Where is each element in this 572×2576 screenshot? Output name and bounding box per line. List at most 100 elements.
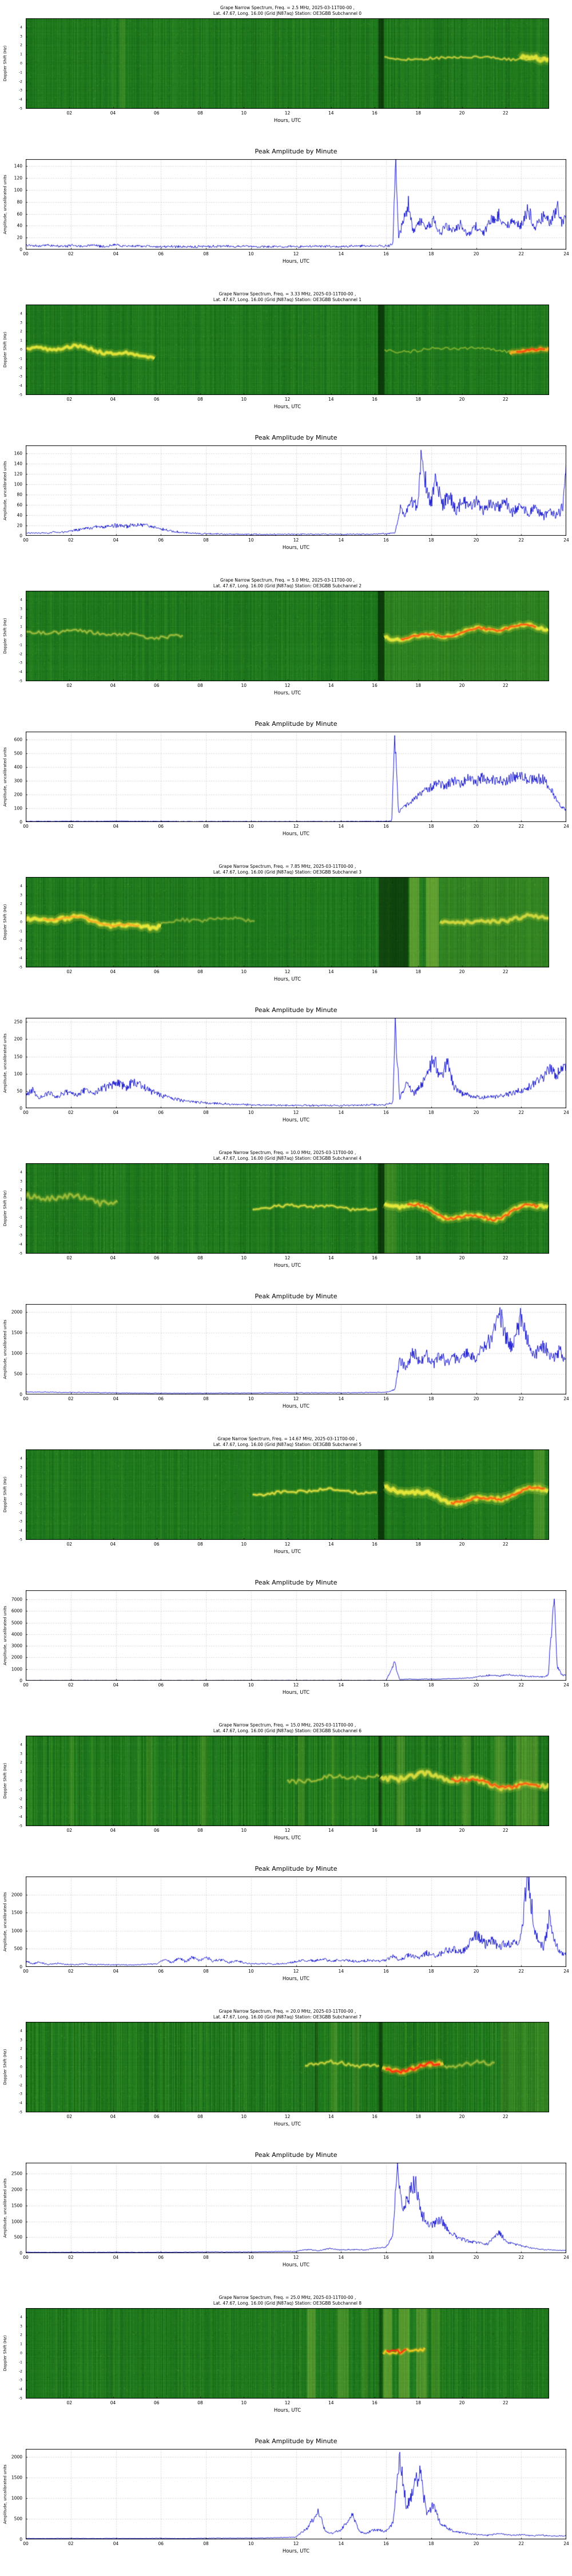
x-tick-label: 16: [372, 969, 378, 974]
y-tick-label: 140: [14, 461, 22, 467]
x-tick-label: 14: [338, 1110, 344, 1115]
y-tick-label: 140: [14, 163, 22, 169]
x-tick-label: 02: [67, 251, 74, 256]
x-tick-label: 16: [372, 1542, 378, 1547]
x-tick-label: 02: [67, 1110, 74, 1115]
y-tick-label: -3: [19, 2378, 22, 2383]
x-tick-label: 00: [23, 2541, 29, 2546]
y-tick-label: -3: [19, 947, 22, 951]
x-tick-label: 08: [197, 1255, 203, 1261]
spectrogram-y-ticks: 4 3 2 1 0 -1 -2 -3 -4 -5: [0, 1736, 24, 1828]
amplitude-x-ticks: 00 02 04 06 08 10 12 14 16 18 20 22 24: [0, 1969, 572, 1976]
y-tick-label: -2: [19, 2369, 22, 2374]
y-tick-label: -5: [19, 1251, 22, 1256]
amplitude-title: Peak Amplitude by Minute: [255, 1293, 337, 1300]
amplitude-x-axis-label: Hours, UTC: [282, 2262, 310, 2268]
amplitude-y-ticks: 0 1000 2000 3000 4000 5000 6000 7000: [0, 1590, 24, 1684]
x-tick-label: 24: [563, 1682, 569, 1688]
amplitude-plot: [26, 159, 566, 250]
x-tick-label: 18: [415, 1255, 422, 1261]
x-tick-label: 12: [284, 969, 291, 974]
x-tick-label: 12: [293, 1396, 299, 1401]
y-tick-label: 500: [14, 2234, 22, 2240]
x-tick-label: 24: [563, 2255, 569, 2260]
y-tick-label: 3: [20, 607, 22, 611]
y-tick-label: 4: [20, 25, 22, 30]
y-tick-label: -5: [19, 2396, 22, 2401]
amplitude-y-ticks: 0 500 1000 1500 2000 2500: [0, 2163, 24, 2256]
x-tick-label: 00: [23, 538, 29, 543]
x-tick-label: 22: [502, 1255, 509, 1261]
x-tick-label: 02: [67, 1396, 74, 1401]
spectrogram-title-line2: Lat. 47.67, Long. 16.00 (Grid JN87aq) St…: [213, 1728, 362, 1733]
spectrogram-x-ticks: 02 04 06 08 10 12 14 16 18 20 22: [0, 1828, 572, 1835]
y-tick-label: -4: [19, 2101, 22, 2105]
y-tick-label: 0: [20, 920, 22, 924]
x-tick-label: 18: [415, 969, 422, 974]
amplitude-y-ticks: 0 50 100 150 200 250: [0, 1018, 24, 1111]
amplitude-title: Peak Amplitude by Minute: [255, 148, 337, 155]
x-tick-label: 14: [338, 251, 344, 256]
amplitude-plot: [26, 1590, 566, 1681]
x-tick-label: 14: [328, 397, 334, 402]
x-tick-label: 12: [284, 110, 291, 116]
y-tick-label: -2: [19, 80, 22, 84]
subchannel-2-spectrogram: Grape Narrow Spectrum, Freq. = 5.0 MHz, …: [0, 572, 572, 716]
spectrogram-x-axis-label: Hours, UTC: [273, 977, 301, 982]
y-tick-label: 500: [14, 1946, 22, 1951]
x-tick-label: 08: [197, 2400, 203, 2405]
x-tick-label: 14: [328, 2400, 334, 2405]
x-tick-label: 20: [459, 397, 465, 402]
y-tick-label: 2: [20, 902, 22, 906]
y-tick-label: 4000: [11, 1631, 22, 1637]
x-tick-label: 24: [563, 1110, 569, 1115]
x-tick-label: 14: [338, 2255, 344, 2260]
x-tick-label: 12: [293, 538, 299, 543]
x-tick-label: 04: [110, 1255, 116, 1261]
x-tick-label: 08: [197, 683, 203, 688]
x-tick-label: 08: [203, 251, 209, 256]
y-tick-label: 20: [17, 523, 22, 528]
y-tick-label: 0: [20, 1492, 22, 1497]
x-tick-label: 08: [197, 397, 203, 402]
amplitude-x-ticks: 00 02 04 06 08 10 12 14 16 18 20 22 24: [0, 1682, 572, 1689]
x-tick-label: 14: [338, 1969, 344, 1974]
y-tick-label: 200: [14, 792, 22, 797]
amplitude-title: Peak Amplitude by Minute: [255, 1579, 337, 1586]
spectrogram-x-axis-label: Hours, UTC: [273, 404, 301, 410]
x-tick-label: 22: [518, 1969, 525, 1974]
x-tick-label: 18: [415, 2400, 422, 2405]
x-tick-label: 00: [23, 1969, 29, 1974]
spectrogram-plot: [26, 1163, 549, 1254]
x-tick-label: 24: [563, 251, 569, 256]
x-tick-label: 02: [66, 683, 73, 688]
amplitude-plot: [26, 2449, 566, 2539]
amplitude-plot: [26, 2163, 566, 2253]
x-tick-label: 02: [66, 110, 73, 116]
subchannel-0-amplitude: Peak Amplitude by Minute Amplitude, unca…: [0, 143, 572, 286]
x-tick-label: 18: [428, 2541, 434, 2546]
x-tick-label: 06: [153, 683, 160, 688]
x-tick-label: 12: [293, 1969, 299, 1974]
x-tick-label: 22: [518, 2255, 525, 2260]
x-tick-label: 18: [428, 538, 434, 543]
spectrogram-x-ticks: 02 04 06 08 10 12 14 16 18 20 22: [0, 969, 572, 976]
y-tick-label: 1500: [11, 1330, 22, 1336]
y-tick-label: -1: [19, 1502, 22, 1506]
x-tick-label: 16: [383, 1396, 389, 1401]
spectrogram-y-ticks: 4 3 2 1 0 -1 -2 -3 -4 -5: [0, 305, 24, 397]
y-tick-label: 120: [14, 175, 22, 181]
x-tick-label: 16: [383, 2541, 389, 2546]
y-tick-label: -5: [19, 393, 22, 397]
x-tick-label: 02: [66, 2114, 73, 2119]
spectrogram-x-ticks: 02 04 06 08 10 12 14 16 18 20 22: [0, 2400, 572, 2407]
spectrogram-y-ticks: 4 3 2 1 0 -1 -2 -3 -4 -5: [0, 18, 24, 110]
x-tick-label: 10: [241, 1828, 247, 1833]
y-tick-label: -5: [19, 679, 22, 683]
spectrogram-title-line1: Grape Narrow Spectrum, Freq. = 14.67 MHz…: [217, 1436, 357, 1441]
subchannel-4-amplitude: Peak Amplitude by Minute Amplitude, unca…: [0, 1288, 572, 1431]
y-tick-label: -4: [19, 670, 22, 674]
x-tick-label: 06: [153, 1255, 160, 1261]
y-tick-label: 1: [20, 1483, 22, 1488]
y-tick-label: 600: [14, 737, 22, 742]
